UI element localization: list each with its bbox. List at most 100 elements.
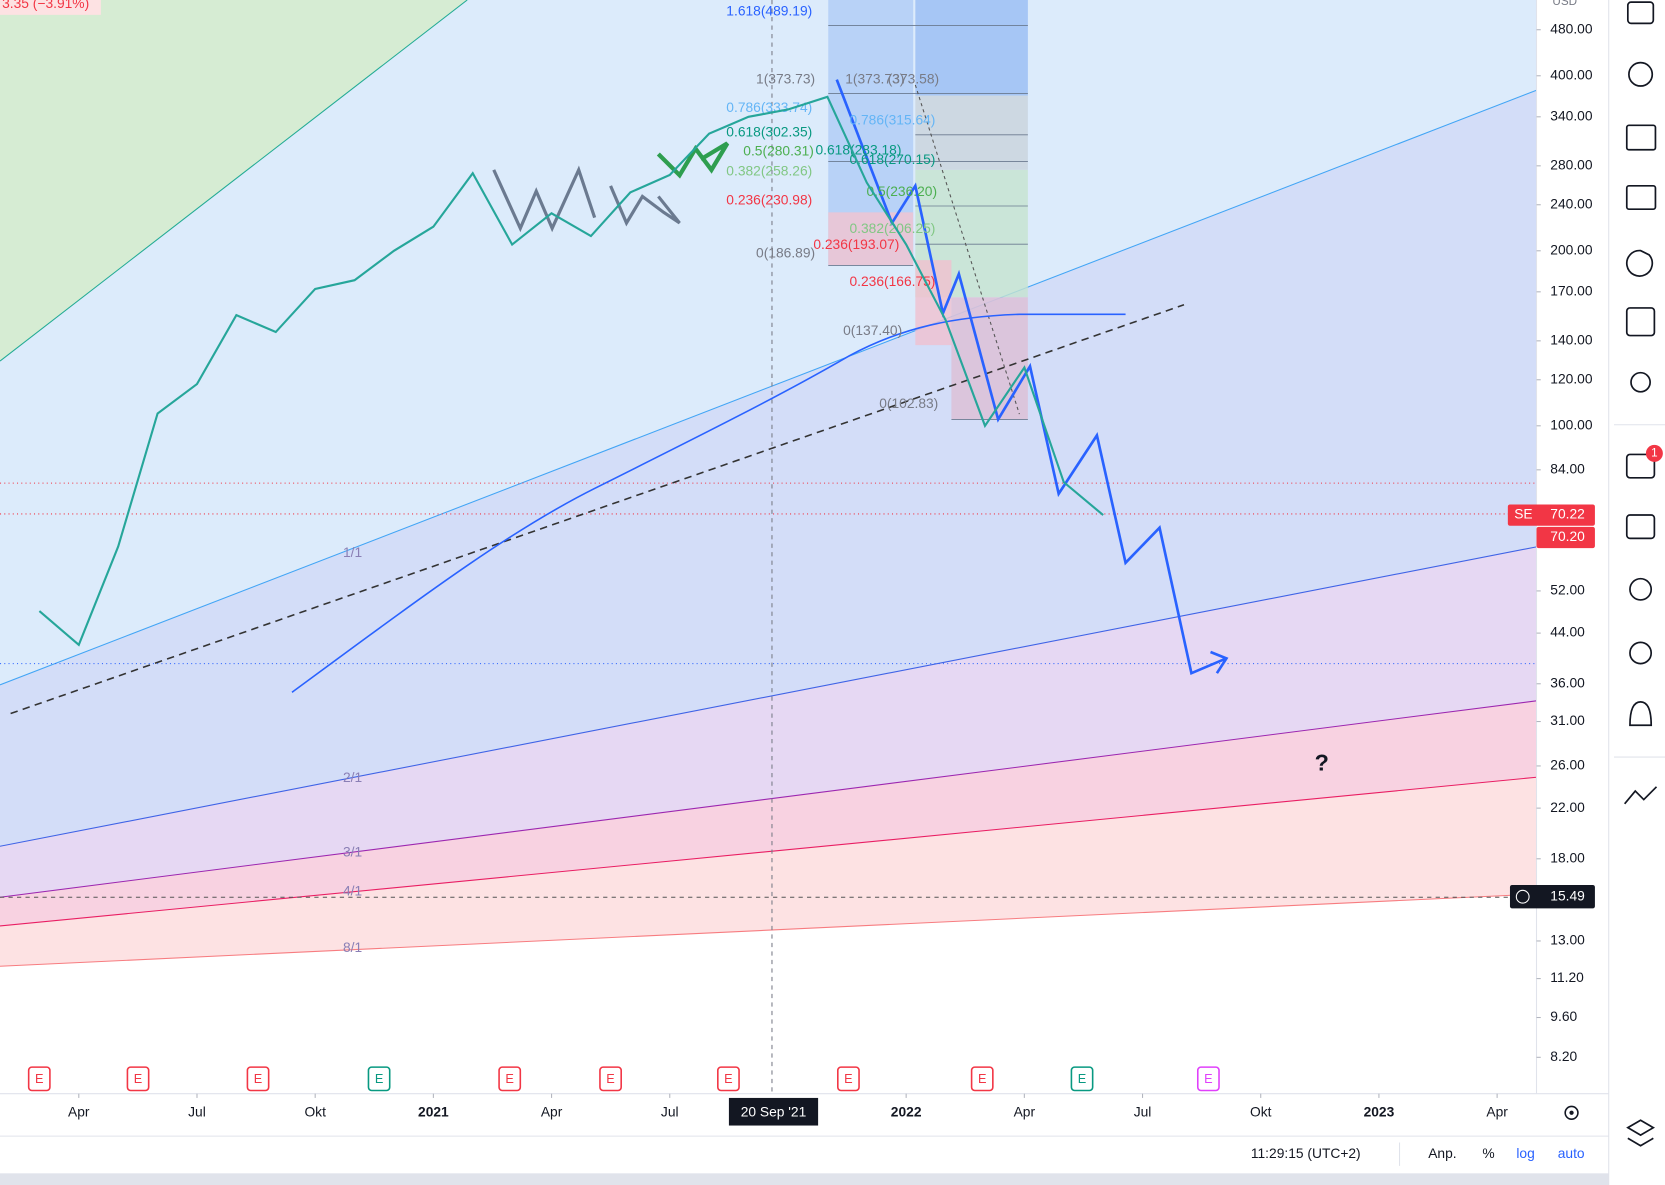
fib-label: 0.786(315.64) (849, 113, 935, 128)
earnings-label: E (35, 1071, 44, 1086)
earnings-label: E (254, 1071, 263, 1086)
fan-line (0, 776, 1537, 927)
earnings-label: E (134, 1071, 143, 1086)
x-tick-label: 2022 (891, 1104, 922, 1119)
trend-line (914, 84, 1020, 415)
fib-label: 0(102.83) (879, 396, 938, 411)
fib-label: 1(373.73) (756, 71, 815, 86)
earnings-badge (27, 1066, 51, 1092)
x-tick-label: Jul (1134, 1104, 1152, 1119)
cursor-tag (1509, 885, 1595, 909)
symbol-label: SE (1514, 507, 1532, 522)
x-tick-label: Apr (1486, 1104, 1508, 1119)
clock: 11:29:15 (UTC+2) (1251, 1146, 1361, 1161)
x-tick-label: Okt (304, 1104, 326, 1119)
last-price: 70.22 (1550, 507, 1585, 522)
earnings-label: E (1078, 1071, 1087, 1086)
price-tag (1536, 526, 1595, 549)
currency: USD (1552, 0, 1577, 8)
adjust-toggle[interactable]: Anp. (1428, 1146, 1456, 1161)
add-alert-icon[interactable] (1515, 889, 1530, 904)
toolbar-icons[interactable] (1623, 1, 1658, 1147)
earnings-label: E (1204, 1071, 1213, 1086)
bottom-border (0, 1173, 1609, 1185)
price-axis (1536, 0, 1609, 1137)
x-tick-label: Apr (68, 1104, 90, 1119)
fib-label: 0.382(258.26) (726, 164, 812, 179)
y-tick-label: 400.00 (1550, 67, 1593, 82)
earnings-badge (126, 1066, 150, 1092)
y-tick-label: 200.00 (1550, 242, 1593, 257)
fan-line (0, 546, 1537, 847)
x-tick-label: 2021 (418, 1104, 449, 1119)
y-tick-label: 22.00 (1550, 800, 1585, 815)
fib-box (828, 212, 914, 266)
earnings-badge (246, 1066, 270, 1092)
projection-path (835, 79, 1227, 676)
earnings-badge (717, 1066, 740, 1092)
x-tick-label: Jul (188, 1104, 206, 1119)
fib-label: 0.236(193.07) (813, 237, 899, 252)
y-tick-label: 9.60 (1550, 1009, 1577, 1024)
y-tick-label: 18.00 (1550, 850, 1585, 865)
fib-box (951, 297, 1028, 420)
y-tick-label: 140.00 (1550, 332, 1593, 347)
crosshair-tag (728, 1097, 819, 1126)
earnings-badge (1196, 1066, 1220, 1092)
drawing (656, 141, 730, 179)
fan-label: 2/1 (343, 770, 362, 785)
fib-label: (373.58) (888, 71, 939, 86)
log-toggle[interactable]: log (1516, 1146, 1534, 1161)
earnings-badge (599, 1066, 622, 1092)
percent-toggle[interactable]: % (1482, 1146, 1494, 1161)
x-tick-label: 2023 (1364, 1104, 1395, 1119)
earnings-label: E (844, 1071, 853, 1086)
y-tick-label: 170.00 (1550, 283, 1593, 298)
y-tick-label: 31.00 (1550, 713, 1585, 728)
x-tick-label: Apr (541, 1104, 563, 1119)
earnings-label: E (505, 1071, 514, 1086)
fan-label: 4/1 (343, 884, 362, 899)
earnings-badge (1070, 1066, 1094, 1092)
price-line (38, 95, 1104, 647)
fib-label: 0.618(283.18) (816, 142, 902, 157)
y-tick-label: 36.00 (1550, 675, 1585, 690)
fan-line (0, 700, 1537, 898)
fan-region (0, 90, 1537, 847)
auto-toggle[interactable]: auto (1558, 1146, 1585, 1161)
y-tick-label: 84.00 (1550, 461, 1585, 476)
notification-badge (1645, 444, 1663, 462)
annotation: ? (1315, 750, 1329, 776)
fan-line (0, 893, 1537, 967)
y-tick-label: 11.20 (1550, 970, 1584, 985)
fib-label: 0.5(280.31) (743, 143, 814, 158)
fib-label: 0.618(270.15) (849, 152, 935, 167)
fib-label: 0.236(166.75) (849, 274, 935, 289)
fib-label: 0.382(206.25) (849, 221, 935, 236)
earnings-label: E (606, 1071, 615, 1086)
fan-label: 3/1 (343, 844, 362, 859)
earnings-badge (970, 1066, 994, 1092)
ticker-change: 3.35 (−3.91%) (2, 0, 89, 11)
fan-region (0, 0, 1537, 685)
arrow-head (1210, 650, 1229, 674)
fan-line (0, 89, 1537, 686)
fib-label: 1(373.73) (845, 71, 904, 86)
fib-label: 0.786(333.74) (726, 100, 812, 115)
y-tick-label: 120.00 (1550, 371, 1593, 386)
y-tick-label: 340.00 (1550, 108, 1593, 123)
y-tick-label: 44.00 (1550, 625, 1585, 640)
earnings-badge (498, 1066, 522, 1092)
fan-region (0, 700, 1537, 926)
fib-levels (828, 25, 1028, 420)
trend-line (10, 303, 1185, 715)
settings-icon[interactable] (1564, 1105, 1579, 1120)
crosshair-label: 20 Sep '21 (741, 1104, 807, 1119)
fib-label: 0.618(302.35) (726, 124, 812, 139)
fib-label: 1.618(489.19) (726, 3, 812, 18)
fib-box (915, 95, 1028, 170)
fan-region (0, 546, 1537, 898)
notification-count: 1 (1651, 446, 1658, 459)
y-tick-label: 13.00 (1550, 933, 1585, 948)
